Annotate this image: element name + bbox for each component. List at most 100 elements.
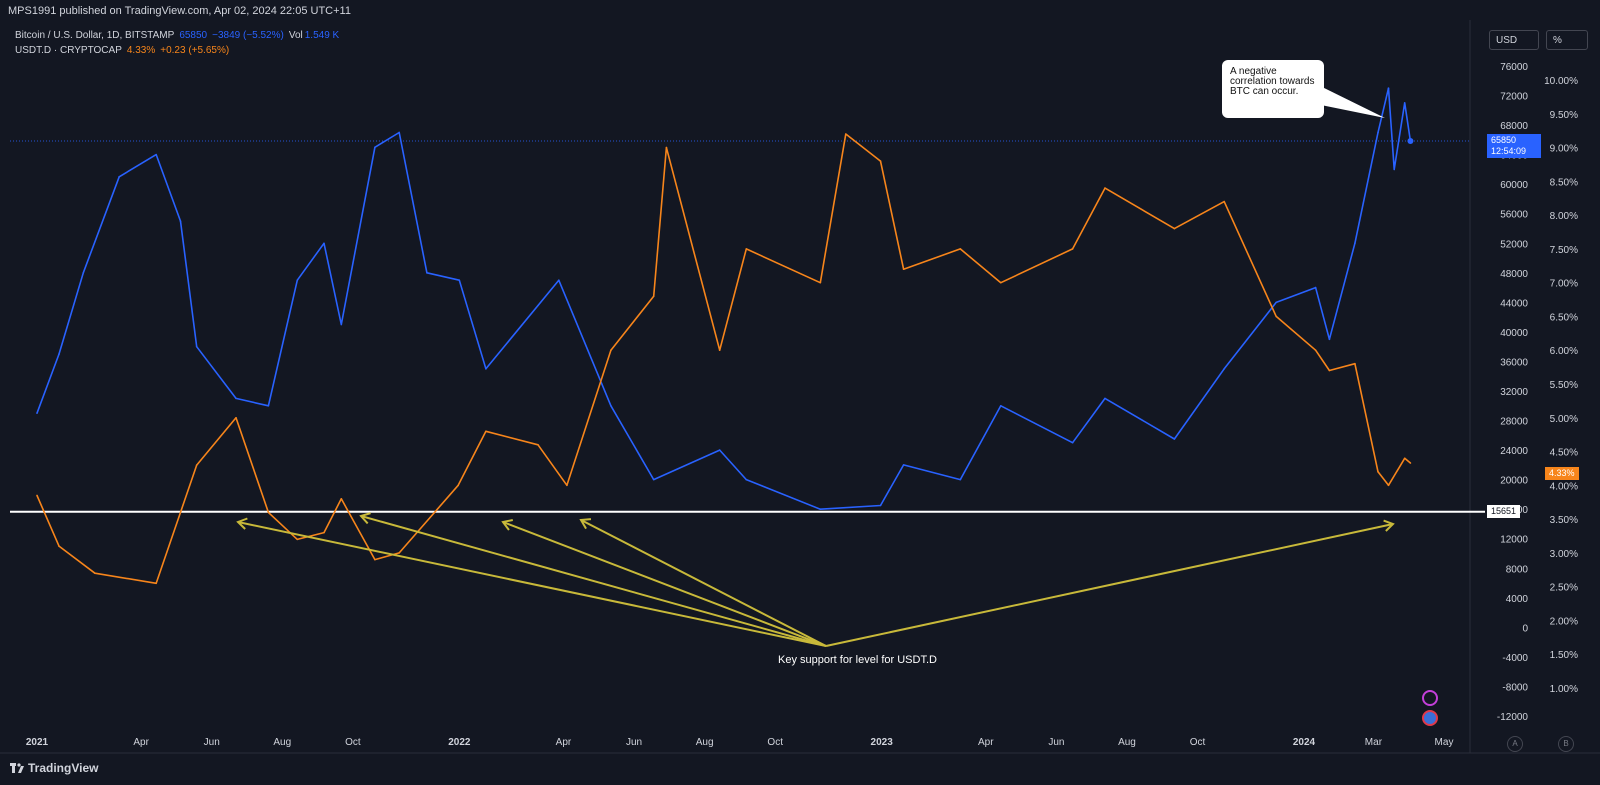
pct-tick-label: 4.50% <box>1550 448 1578 459</box>
usdt-dominance-point <box>398 552 400 554</box>
usdt-dominance-point <box>1223 200 1225 203</box>
usdt-dominance-point <box>94 572 96 574</box>
usdt-dominance-point <box>1314 349 1317 352</box>
pct-tick-label: 7.00% <box>1550 279 1578 290</box>
legend-btc[interactable]: Bitcoin / U.S. Dollar, 1D, BITSTAMP 65850… <box>15 30 344 41</box>
support-arrow <box>502 521 827 647</box>
btc-price-point <box>718 449 721 451</box>
support-arrowhead <box>236 517 248 530</box>
lightning-icon[interactable] <box>1422 690 1438 706</box>
btc-price-badge-value: 65850 <box>1491 135 1517 145</box>
btc-price-point <box>195 345 198 348</box>
legend-btc-name: Bitcoin / U.S. Dollar, 1D, BITSTAMP <box>15 30 175 41</box>
usdt-dominance-point <box>1409 462 1412 464</box>
btc-price-line <box>36 87 1412 511</box>
x-tick-label: 2023 <box>871 737 894 748</box>
usdt-dominance-point <box>58 545 60 547</box>
usdt-dominance-point <box>745 248 748 250</box>
usdt-dominance-point <box>296 538 299 541</box>
usdt-dominance-point <box>267 511 270 514</box>
usdt-dominance-point <box>652 295 655 297</box>
support-arrow <box>360 515 827 647</box>
btc-price-point <box>340 323 343 326</box>
btc-price-point <box>1223 368 1225 370</box>
btc-price-point <box>1377 131 1379 134</box>
usd-tick-label: 4000 <box>1506 594 1529 605</box>
x-tick-label: May <box>1435 737 1454 748</box>
callout-pointer <box>1316 84 1385 118</box>
btc-price-badge-timer: 12:54:09 <box>1491 146 1527 156</box>
usdt-dominance-point <box>879 160 882 162</box>
footer-brand-label: TradingView <box>28 761 99 775</box>
usd-tick-label: 68000 <box>1500 121 1528 132</box>
btc-price-point <box>426 272 428 274</box>
btc-price-point <box>745 478 748 481</box>
btc-price-point <box>1275 301 1278 304</box>
auto-scale-button[interactable]: A <box>1507 736 1523 752</box>
usdt-dominance-point <box>1403 457 1406 460</box>
support-note: Key support for level for USDT.D <box>778 654 937 666</box>
usd-tick-label: 76000 <box>1500 62 1528 73</box>
btc-price-point <box>485 368 487 370</box>
usdt-dominance-point <box>566 484 568 487</box>
support-arrowhead <box>359 512 371 525</box>
support-arrow <box>580 519 827 647</box>
legend-usdt-change: +0.23 (+5.65%) <box>160 45 230 56</box>
usdt-dominance-point <box>537 444 539 446</box>
usd-tick-label: 52000 <box>1500 239 1528 250</box>
pct-tick-label: 9.00% <box>1550 144 1578 155</box>
usd-tick-label: 0 <box>1522 623 1528 634</box>
pct-tick-label: 4.00% <box>1550 481 1578 492</box>
footer-brand[interactable]: TradingView <box>10 761 98 775</box>
usdt-dominance-point <box>485 430 487 433</box>
level-badge: 15651 <box>1487 505 1521 518</box>
usd-tick-label: 48000 <box>1500 269 1528 280</box>
legend-btc-price: 65850 <box>179 30 208 41</box>
usd-tick-label: 24000 <box>1500 446 1528 457</box>
btc-price-point <box>1314 286 1317 289</box>
btc-price-point <box>1104 397 1106 400</box>
pct-tick-label: 1.00% <box>1550 684 1578 695</box>
usdt-dominance-point <box>1104 187 1106 189</box>
btc-price-point <box>118 175 120 178</box>
flag-icon[interactable] <box>1422 710 1438 726</box>
btc-price-point <box>1393 168 1396 171</box>
x-tick-label: Oct <box>345 737 361 748</box>
pct-tick-label: 1.50% <box>1550 650 1578 661</box>
log-scale-button[interactable]: B <box>1558 736 1574 752</box>
usd-tick-label: 36000 <box>1500 357 1528 368</box>
pct-tick-label: 8.50% <box>1550 177 1578 188</box>
btc-price-point <box>819 508 822 510</box>
usdt-dominance-point <box>1387 484 1390 487</box>
btc-price-point <box>652 478 655 481</box>
usd-tick-label: 60000 <box>1500 180 1528 191</box>
usdt-dominance-point <box>1000 281 1002 284</box>
percent-button[interactable]: % <box>1546 30 1588 50</box>
usdt-dominance-point <box>195 464 198 466</box>
usd-tick-label: -12000 <box>1497 712 1529 723</box>
btc-price-point <box>267 404 270 407</box>
usdt-dominance-point <box>819 281 822 284</box>
support-arrow <box>825 523 1394 647</box>
btc-price-point <box>959 478 962 481</box>
usdt-dominance-point <box>155 582 157 585</box>
usd-tick-label: 56000 <box>1500 210 1528 221</box>
btc-price-point <box>82 272 85 274</box>
btc-price-point <box>1403 102 1406 104</box>
support-arrowhead <box>579 518 592 530</box>
usdt-dominance-point <box>457 484 459 487</box>
currency-button[interactable]: USD <box>1489 30 1539 50</box>
legend-usdt[interactable]: USDT.D · CRYPTOCAP 4.33% +0.23 (+5.65%) <box>15 45 234 56</box>
btc-price-point <box>879 504 882 507</box>
support-arrow <box>237 521 827 647</box>
pct-tick-label: 2.50% <box>1550 583 1578 594</box>
usdt-dominance-point <box>1173 227 1176 230</box>
usd-tick-label: 44000 <box>1500 298 1528 309</box>
usdt-dominance-point <box>235 416 237 419</box>
pct-tick-label: 9.50% <box>1550 110 1578 121</box>
btc-price-point <box>374 146 376 149</box>
pct-tick-label: 6.50% <box>1550 312 1578 323</box>
pct-tick-label: 3.50% <box>1550 515 1578 526</box>
usdt-dominance-point <box>374 558 376 561</box>
